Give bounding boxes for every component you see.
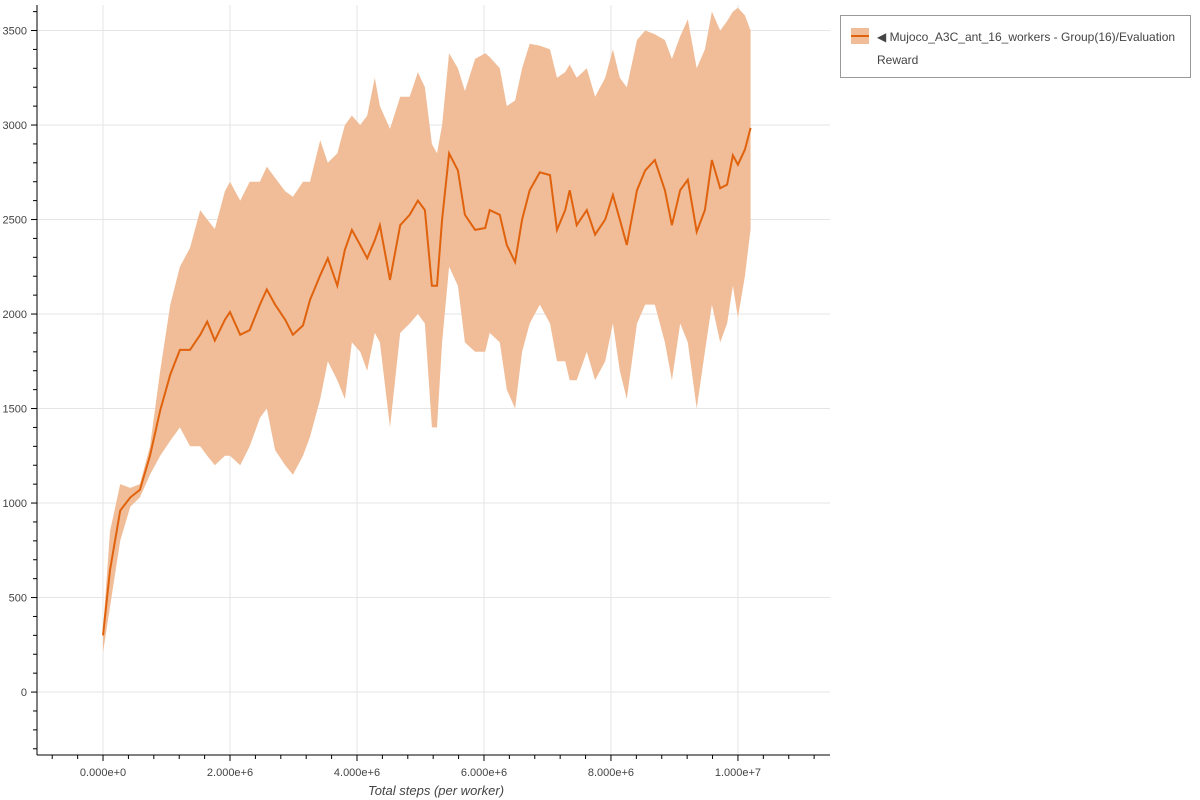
axes: 0.000e+0 2.000e+6 4.000e+6 6.000e+6 8.000e+6… (3, 5, 830, 779)
x-tick-label: 8.000e+6 (588, 767, 634, 779)
y-tick-label: 1500 (3, 404, 27, 416)
x-tick-label: 2.000e+6 (207, 767, 253, 779)
x-tick-label: 6.000e+6 (461, 767, 507, 779)
y-tick-label: 0 (21, 687, 27, 699)
y-tick-label: 500 (9, 593, 27, 605)
x-tick-label: 0.000e+0 (80, 767, 126, 779)
y-tick-label: 2000 (3, 309, 27, 321)
y-tick-label: 2500 (3, 215, 27, 227)
y-tick-label: 1000 (3, 498, 27, 510)
std-band (103, 7, 751, 653)
y-tick-label: 3500 (3, 26, 27, 38)
legend-swatch-icon (851, 28, 869, 44)
x-tick-label: 4.000e+6 (334, 767, 380, 779)
y-tick-label: 3000 (3, 120, 27, 132)
x-axis-label: Total steps (per worker) (368, 783, 504, 798)
mean-line (102, 127, 752, 636)
x-tick-label: 1.000e+7 (715, 767, 761, 779)
legend-entry[interactable]: ◀ Mujoco_A3C_ant_16_workers - Group(16)/… (877, 30, 1176, 67)
legend[interactable]: ◀ Mujoco_A3C_ant_16_workers - Group(16)/… (840, 15, 1191, 78)
